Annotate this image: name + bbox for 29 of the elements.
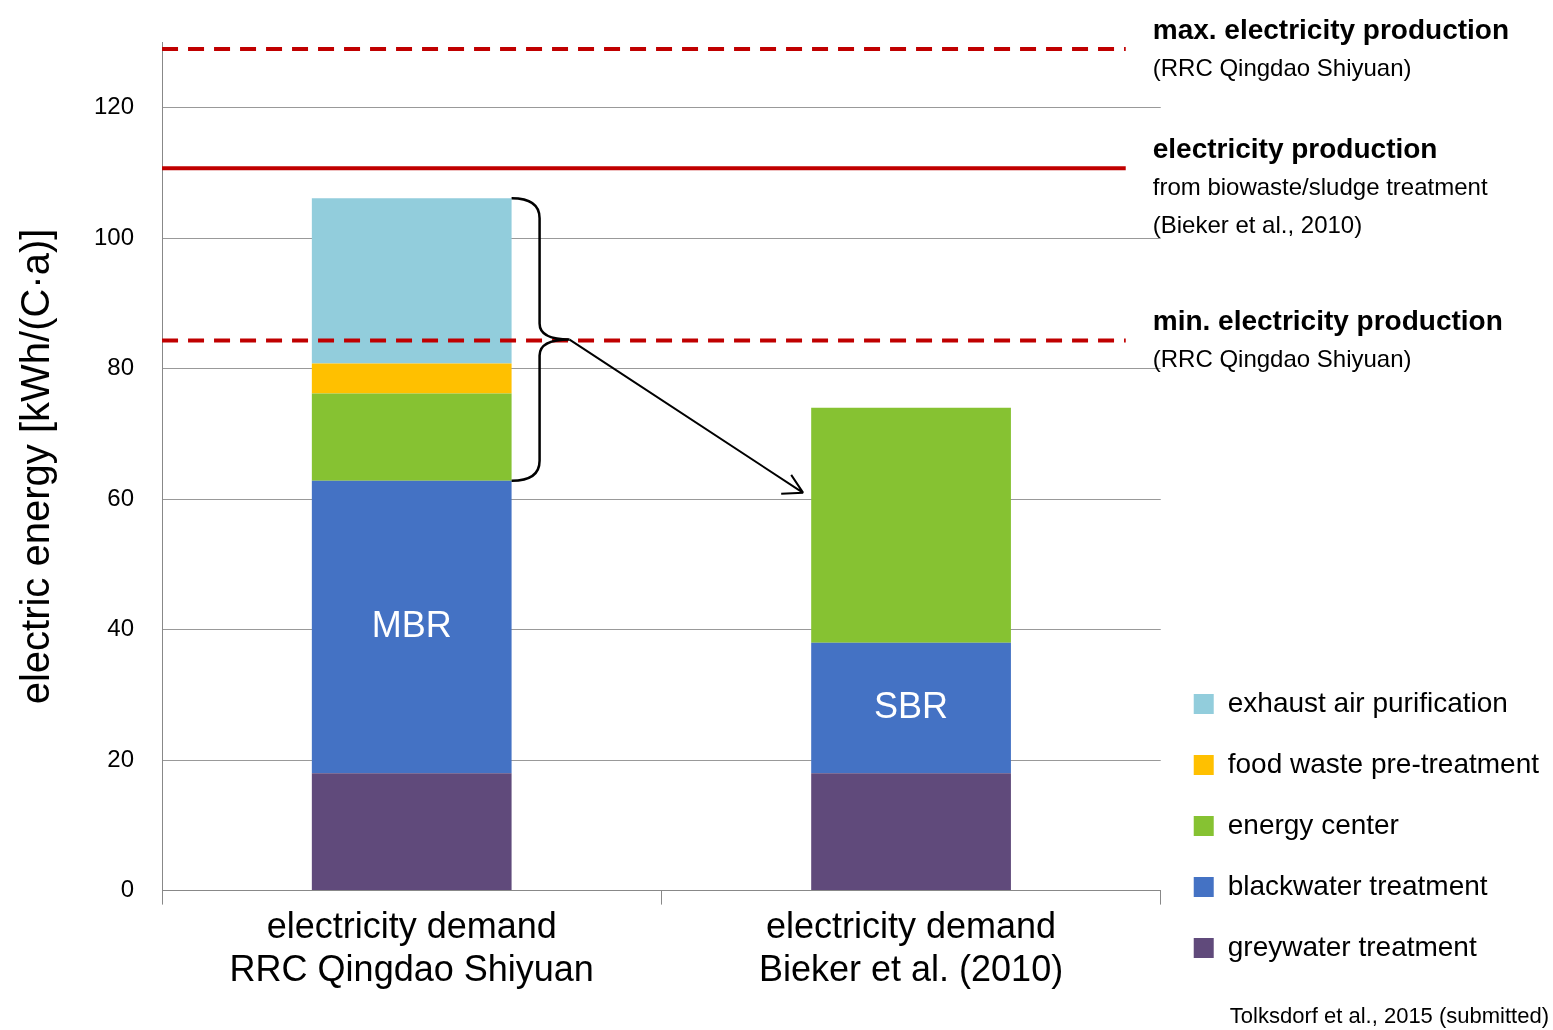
legend-label: blackwater treatment (1227, 869, 1488, 901)
annotation: SBR (874, 684, 949, 726)
legend-label: greywater treatment (1227, 930, 1477, 962)
bar (811, 773, 1011, 891)
bar (811, 407, 1011, 643)
legend-label: energy center (1227, 808, 1399, 840)
legend-label: food waste pre-treatment (1227, 747, 1540, 779)
annotation: MBR (371, 603, 452, 645)
bar (311, 198, 512, 364)
ref-line-label: max. electricity production (RRC Qingdao Shiyuan) (1152, 13, 1510, 81)
bar (811, 642, 1011, 774)
y-tick-label: 120 (94, 92, 135, 120)
x-tick-label: electricity demand Bieker et al. (2010) (758, 905, 1064, 990)
ref-line-label: electricity production from biowaste/sludge treatment (Bieker et al., 2010) (1152, 133, 1488, 238)
y-tick-label: 40 (107, 614, 135, 642)
y-tick-label: 60 (107, 483, 135, 511)
y-tick-label: 20 (107, 744, 135, 772)
x-tick-label: electricity demand RRC Qingdao Shiyuan (229, 905, 594, 990)
bar (311, 393, 512, 481)
y-tick-label: 0 (120, 875, 135, 903)
text: Tolksdorf et al., 2015 (submitted) (1229, 1003, 1549, 1029)
bar (311, 773, 512, 891)
y-axis-title: electric energy [kWh/(C·a)] (13, 228, 58, 705)
bar (311, 480, 512, 774)
ref-line-label: min. electricity production (RRC Qingdao Shiyuan) (1152, 305, 1503, 373)
y-tick-label: 80 (107, 353, 135, 381)
bar (311, 363, 512, 394)
legend-label: exhaust air purification (1227, 686, 1508, 718)
y-tick-label: 100 (94, 222, 135, 250)
